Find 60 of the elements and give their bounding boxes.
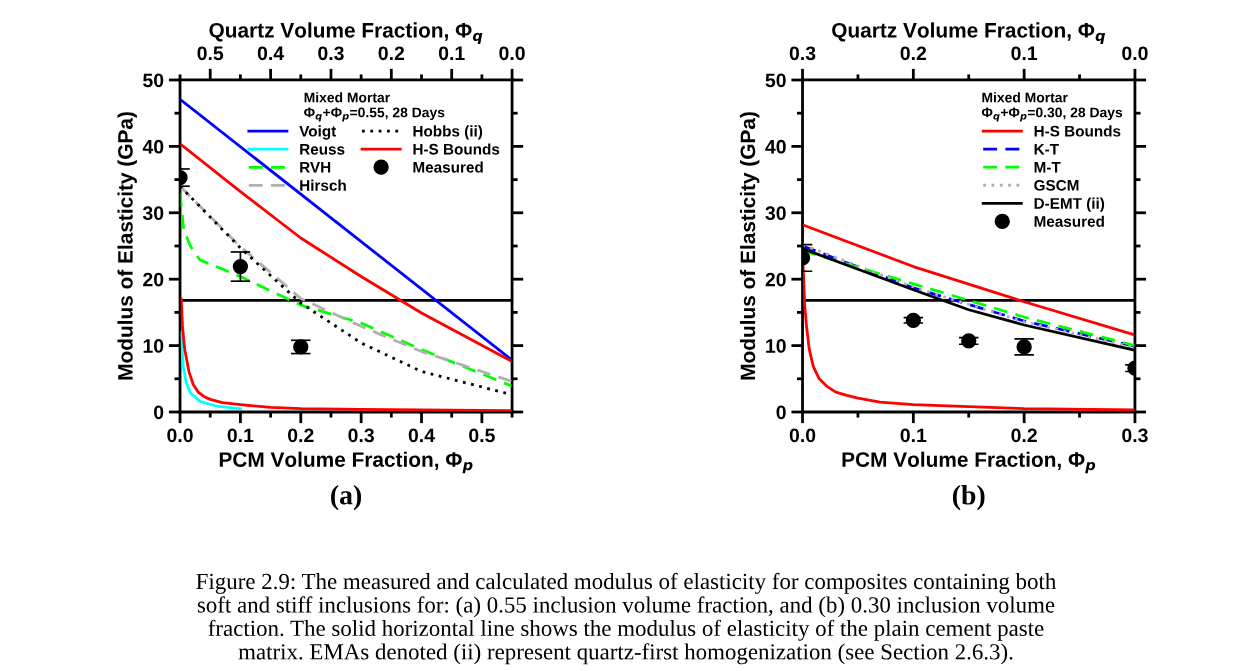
legend-label: H-S Bounds <box>413 143 500 155</box>
x2-tick-label: 0.1 <box>438 46 465 61</box>
x-tick-label: 0.0 <box>789 428 816 443</box>
legend-label: Hobbs (ii) <box>413 125 483 140</box>
y-tick-label: 20 <box>765 272 786 287</box>
text: (b) <box>952 485 985 511</box>
y-tick-label: 40 <box>765 139 786 154</box>
x-tick-label: 0.3 <box>348 428 374 443</box>
x-tick-label: 0.2 <box>288 428 314 443</box>
y-axis-title: Modulus of Elasticity (GPa) <box>117 112 137 380</box>
legend-label: Measured <box>1034 215 1104 227</box>
x2-tick-label: 0.4 <box>257 46 284 61</box>
x-axis-title: PCM Volume Fraction, Φ$_{p}$ <box>842 451 1096 474</box>
x2-tick-label: 0.2 <box>378 46 405 61</box>
x2-tick-label: 0.3 <box>318 46 344 61</box>
y-tick-label: 50 <box>765 73 786 88</box>
x-tick-label: 0.3 <box>1122 428 1148 443</box>
legend-label: Hirsch <box>300 179 346 191</box>
y-axis-title: Modulus of Elasticity (GPa) <box>739 112 760 380</box>
x2-axis-title: Quartz Volume Fraction, Φ$_{q}$ <box>209 22 483 44</box>
x2-tick-label: 0.2 <box>900 46 927 61</box>
x2-tick-label: 0.5 <box>197 46 224 61</box>
text: (a) <box>331 485 362 511</box>
y-tick-label: 50 <box>143 73 164 88</box>
x-tick-label: 0.2 <box>1011 428 1037 443</box>
x-tick-label: 0.1 <box>227 428 254 443</box>
point <box>905 312 921 328</box>
point <box>232 258 249 275</box>
y-tick-label: 30 <box>142 206 164 221</box>
x-tick-label: 0.0 <box>167 428 193 443</box>
legend-title: Mixed Mortar Φ$_{q}$+Φ$_{p}$=0.55, 28 Days <box>304 92 445 122</box>
x2-tick-label: 0.0 <box>1122 46 1148 61</box>
x-tick-label: 0.4 <box>408 428 435 443</box>
y-tick-label: 0 <box>776 405 786 420</box>
y-tick-label: 30 <box>765 206 786 221</box>
legend-label: GSCM <box>1034 179 1079 191</box>
x2-tick-label: 0.0 <box>499 46 525 61</box>
legend-label: Reuss <box>300 144 345 155</box>
y-tick-label: 0 <box>154 405 164 420</box>
legend-label: Measured <box>413 161 483 173</box>
x2-tick-label: 0.1 <box>1011 46 1038 61</box>
legend-label: D-EMT (ii) <box>1034 197 1105 212</box>
line-series <box>180 142 513 363</box>
x2-tick-label: 0.3 <box>789 46 816 61</box>
legend-label: M-T <box>1034 162 1061 173</box>
legend-title: Mixed Mortar Φ$_{q}$+Φ$_{p}$=0.30, 28 Days <box>981 92 1123 122</box>
y-tick-label: 20 <box>143 272 164 287</box>
legend-label: K-T <box>1034 143 1059 155</box>
line-series <box>180 330 242 411</box>
caption: Figure 2.9: The measured and calculated modulus of elasticity for composites containing both soft and stiff inclusions for: (a) 0.55 inclusion volume fraction, and (b) 0.30 inclusion volume fraction. The solid horizontal line shows the modulus of elasticity of the plain cement paste matrix. EMAs denoted (ii) represent quartz-first homogenization (see Section 2.6.3). <box>196 572 1057 665</box>
x-tick-label: 0.5 <box>469 428 495 443</box>
y-tick-label: 10 <box>766 339 786 353</box>
legend-label: Voigt <box>299 125 337 140</box>
y-tick-label: 10 <box>143 339 164 353</box>
x2-axis-title: Quartz Volume Fraction, Φ$_{q}$ <box>832 22 1106 44</box>
legend-label: RVH <box>300 162 331 173</box>
legend-label: H-S Bounds <box>1034 125 1121 137</box>
y-tick-label: 40 <box>142 139 164 154</box>
x-tick-label: 0.1 <box>900 428 927 443</box>
x-axis-title: PCM Volume Fraction, Φ$_{p}$ <box>219 451 473 474</box>
